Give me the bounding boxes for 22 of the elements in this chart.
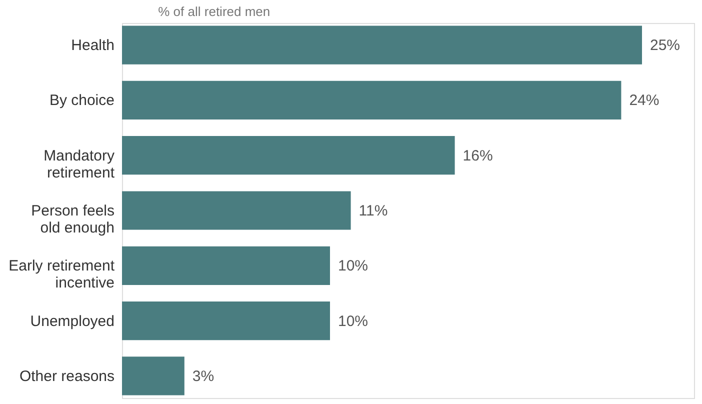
bar [122,246,330,285]
y-tick-label: Unemployed [30,312,114,330]
bar [122,356,184,396]
chart-title: % of all retired men [158,4,270,19]
y-tick-label: Other reasons [19,368,114,385]
y-tick-label: Mandatory retirement [44,147,116,182]
bar [122,26,642,64]
data-label: 11% [358,202,388,220]
bar [122,136,455,175]
bar [122,80,622,120]
y-tick-label: Person feels old enough [31,202,114,236]
data-label: 25% [650,37,680,54]
y-tick-label: Health [71,37,114,54]
bar [122,191,351,230]
y-tick-label: Early retirement incentive [8,258,116,292]
data-label: 24% [629,92,660,110]
data-label: 10% [338,312,368,330]
y-tick-label: By choice [49,92,114,110]
bar [122,301,330,340]
data-label: 16% [462,147,493,164]
data-label: 3% [192,368,214,385]
data-label: 10% [338,258,368,275]
